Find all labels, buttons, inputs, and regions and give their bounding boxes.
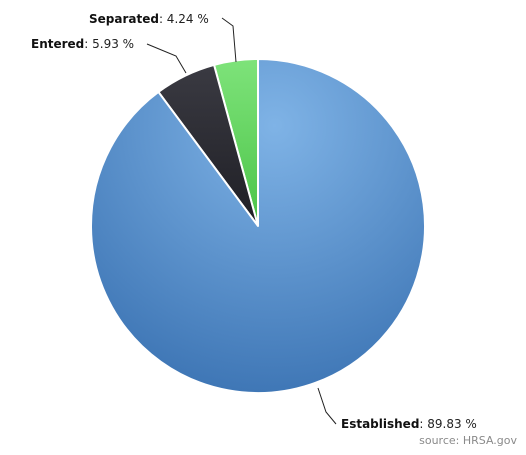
data-label-name: Entered — [31, 37, 84, 51]
pie-slice-established[interactable] — [90, 58, 426, 394]
data-label-value: : 89.83 % — [419, 417, 476, 431]
connector-separated — [221, 17, 237, 63]
data-label-name: Established — [341, 417, 419, 431]
data-label-entered: Entered: 5.93 % — [31, 37, 134, 51]
source-credit: source: HRSA.gov — [419, 434, 517, 447]
connector-entered — [146, 43, 187, 74]
slices-layer — [90, 58, 426, 394]
data-label-separated: Separated: 4.24 % — [89, 12, 209, 26]
data-label-name: Separated — [89, 12, 159, 26]
data-label-established: Established: 89.83 % — [341, 417, 477, 431]
labels-layer: Separated: 4.24 % Entered: 5.93 % Establis… — [31, 12, 477, 431]
data-label-value: : 5.93 % — [84, 37, 134, 51]
connector-established — [317, 387, 337, 425]
data-label-value: : 4.24 % — [159, 12, 209, 26]
